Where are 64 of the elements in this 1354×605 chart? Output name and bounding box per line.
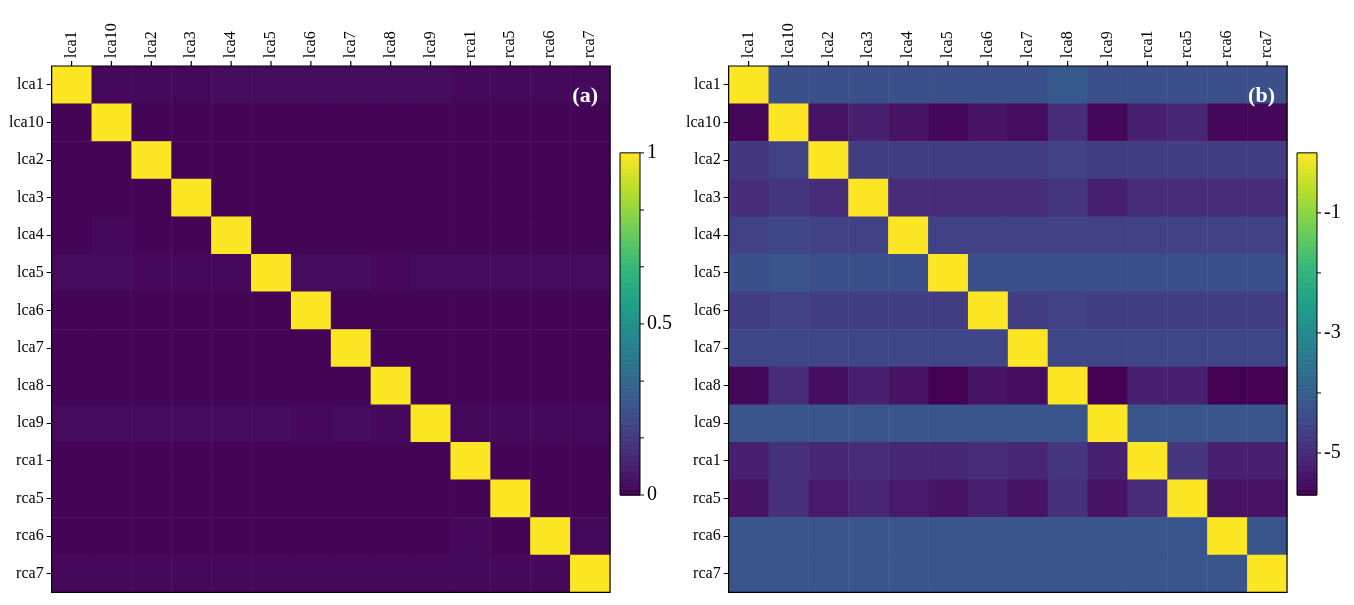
- x-tick-label: lca9: [420, 31, 438, 58]
- x-tick-label: rca7: [1257, 30, 1275, 58]
- color-bar-label: -5: [1324, 440, 1341, 463]
- x-tick-label: lca2: [818, 31, 836, 58]
- x-tick-label: lca7: [1017, 31, 1035, 58]
- y-tick-label: lca10: [8, 112, 44, 130]
- color-bar-label: -3: [1324, 320, 1341, 343]
- y-tick-label: rca5: [16, 488, 44, 506]
- y-tick-label: rca6: [693, 526, 721, 544]
- x-tick-label: rca5: [1177, 30, 1195, 58]
- y-tick-label: rca6: [16, 526, 44, 544]
- y-tick-label: rca1: [16, 451, 44, 468]
- x-tick-label: lca1: [61, 31, 79, 58]
- y-tick-label: lca2: [16, 150, 44, 168]
- y-tick-label: lca2: [693, 150, 721, 168]
- y-tick-label: lca8: [693, 375, 721, 393]
- x-tick-label: rca5: [500, 30, 518, 58]
- x-tick-label: lca4: [898, 31, 916, 58]
- y-tick-label: lca8: [16, 375, 44, 393]
- annotation: (a): [572, 81, 598, 107]
- y-tick-label: lca5: [16, 263, 44, 280]
- color-bar-label: 0: [647, 482, 657, 505]
- x-tick-label: lca6: [978, 31, 996, 58]
- y-tick-label: lca3: [693, 187, 721, 205]
- x-tick-label: lca8: [1057, 31, 1075, 58]
- x-tick-label: lca9: [1097, 31, 1115, 58]
- x-tick-label: rca1: [460, 30, 478, 58]
- y-tick-label: lca7: [693, 338, 721, 356]
- x-tick-label: rca7: [580, 30, 598, 58]
- y-tick-label: lca1: [693, 75, 721, 92]
- x-tick-label: lca4: [221, 31, 239, 58]
- y-tick-label: lca4: [16, 225, 44, 243]
- x-tick-label: rca6: [540, 30, 558, 58]
- x-tick-label: lca7: [340, 31, 358, 58]
- y-tick-label: rca5: [693, 488, 721, 506]
- y-tick-label: lca7: [16, 338, 44, 356]
- x-tick-label: lca10: [101, 23, 119, 58]
- y-tick-label: lca10: [685, 112, 721, 130]
- annotation: (b): [1248, 81, 1275, 107]
- y-tick-label: lca6: [693, 300, 721, 318]
- y-tick-label: lca4: [693, 225, 721, 243]
- x-tick-label: lca5: [938, 31, 956, 58]
- y-tick-label: lca3: [16, 187, 44, 205]
- x-tick-label: lca6: [301, 31, 319, 58]
- y-tick-label: rca1: [693, 451, 721, 468]
- y-tick-label: lca9: [693, 413, 721, 431]
- y-tick-label: rca7: [16, 563, 44, 581]
- x-tick-label: rca6: [1217, 30, 1235, 58]
- y-tick-label: lca1: [16, 75, 44, 92]
- y-tick-label: lca6: [16, 300, 44, 318]
- color-bar-label: 1: [647, 140, 657, 163]
- y-tick-label: lca9: [16, 413, 44, 431]
- x-tick-label: rca1: [1137, 30, 1155, 58]
- color-bar-label: 0.5: [647, 311, 672, 334]
- y-tick-label: lca5: [693, 263, 721, 280]
- x-tick-label: lca8: [380, 31, 398, 58]
- x-tick-label: lca2: [141, 31, 159, 58]
- x-tick-label: lca5: [261, 31, 279, 58]
- color-bar-label: -1: [1324, 200, 1341, 223]
- x-tick-label: lca3: [181, 31, 199, 58]
- x-tick-label: lca1: [738, 31, 756, 58]
- x-tick-label: lca3: [858, 31, 876, 58]
- y-tick-label: rca7: [693, 563, 721, 581]
- x-tick-label: lca10: [778, 23, 796, 58]
